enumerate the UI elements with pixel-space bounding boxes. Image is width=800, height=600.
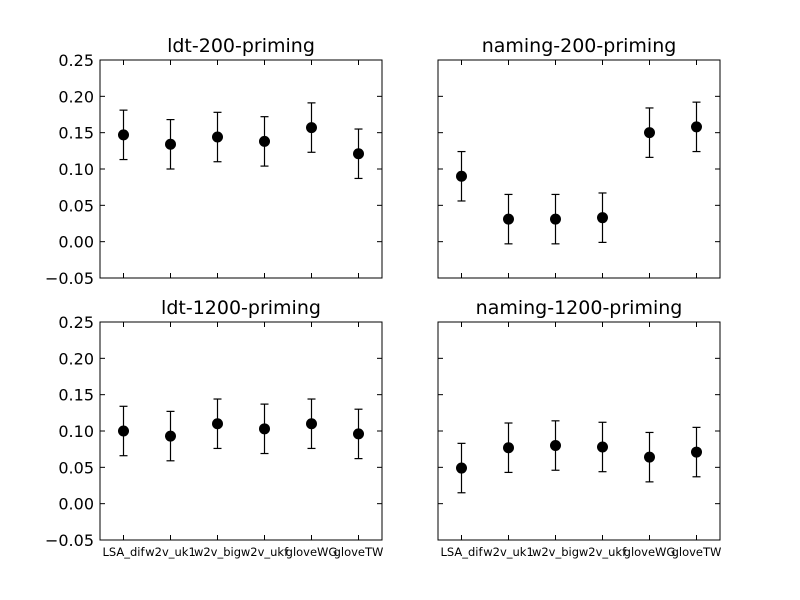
ytick-label: 0.25 <box>58 313 94 332</box>
subplot-title: ldt-200-priming <box>167 35 315 57</box>
data-point <box>118 129 129 141</box>
ytick-label: 0.10 <box>58 422 94 441</box>
ytick-label: 0.05 <box>58 196 94 215</box>
ytick-label: 0.25 <box>58 51 94 70</box>
xtick-label: w2v_ukf <box>241 545 289 559</box>
subplot-title: naming-1200-priming <box>476 297 683 319</box>
xtick-label: w2v_uk1 <box>145 545 196 559</box>
data-point <box>550 440 561 452</box>
ytick-label: 0.05 <box>58 458 94 477</box>
ytick-label: 0.00 <box>58 233 94 252</box>
data-point <box>165 138 176 150</box>
data-point <box>456 462 467 474</box>
subplot-4: naming-1200-priming LSA_dif w2v_uk1w2v_big… <box>437 297 722 559</box>
ytick-label: 0.10 <box>58 160 94 179</box>
data-point <box>118 425 129 437</box>
data-point <box>353 148 364 160</box>
axes-frame <box>99 59 383 279</box>
axes-frame <box>99 321 383 541</box>
data-point <box>259 423 270 435</box>
ytick-label: 0.20 <box>58 349 94 368</box>
xtick-label: gloveTW <box>672 545 722 559</box>
ytick-label: −0.05 <box>45 269 94 288</box>
data-point <box>353 428 364 440</box>
data-point <box>691 121 702 133</box>
data-point <box>644 451 655 463</box>
data-point <box>597 212 608 224</box>
xtick-label: gloveWG <box>624 545 676 559</box>
subplot-title: naming-200-priming <box>482 35 677 57</box>
xtick-label: LSA_dif <box>440 545 483 559</box>
data-point <box>212 418 223 430</box>
xtick-label: w2v_big <box>194 545 241 559</box>
data-point <box>456 170 467 182</box>
ytick-label: 0.15 <box>58 124 94 143</box>
ytick-label: 0.20 <box>58 87 94 106</box>
xtick-label: LSA_dif <box>102 545 145 559</box>
data-point <box>259 135 270 147</box>
data-point <box>503 213 514 225</box>
data-point <box>165 430 176 442</box>
xtick-label: w2v_uk1 <box>483 545 534 559</box>
data-point <box>306 418 317 430</box>
data-point <box>550 213 561 225</box>
ytick-label: 0.00 <box>58 495 94 514</box>
subplot-2: naming-200-priming <box>437 35 721 279</box>
subplot-title: ldt-1200-priming <box>161 297 321 319</box>
ytick-label: −0.05 <box>45 531 94 550</box>
data-point <box>306 122 317 134</box>
data-point <box>644 127 655 139</box>
data-point <box>597 441 608 453</box>
data-point <box>691 446 702 458</box>
xtick-label: w2v_big <box>532 545 579 559</box>
axes-frame <box>437 59 721 279</box>
subplot-1: ldt-200-priming 0.25 0.20 0.15 0.10 0.05 0.00 −… <box>45 35 383 288</box>
xtick-label: gloveTW <box>334 545 384 559</box>
axes-frame <box>437 321 721 541</box>
subplot-3: ldt-1200-priming 0.25 0.20 0.15 0.10 0.05 0.00… <box>45 297 383 559</box>
ytick-label: 0.15 <box>58 386 94 405</box>
data-point <box>503 442 514 454</box>
xtick-label: gloveWG <box>286 545 338 559</box>
data-point <box>212 131 223 143</box>
xtick-label: w2v_ukf <box>579 545 627 559</box>
